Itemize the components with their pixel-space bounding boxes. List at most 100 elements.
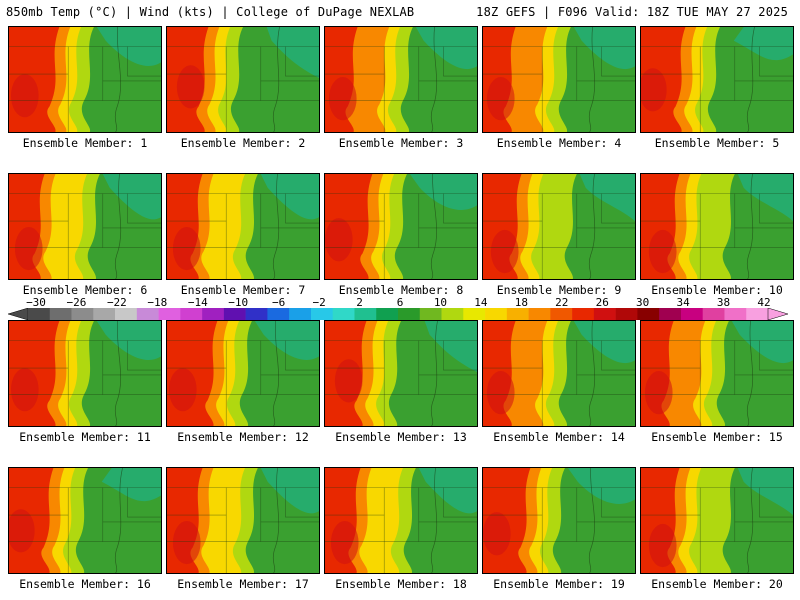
- temperature-field: [483, 321, 635, 426]
- colorbar-segment: [245, 308, 268, 320]
- ensemble-member-label: Ensemble Member: 12: [177, 430, 309, 444]
- temperature-field: [641, 321, 793, 426]
- temperature-field: [167, 27, 319, 132]
- colorbar-segment: [702, 308, 725, 320]
- temperature-field: [167, 174, 319, 279]
- ensemble-member-map: [8, 320, 162, 427]
- ensemble-member-label: Ensemble Member: 13: [335, 430, 467, 444]
- ensemble-member-map: [8, 26, 162, 133]
- colorbar-tick-label: −30: [26, 296, 46, 309]
- colorbar-segment: [376, 308, 399, 320]
- temperature-field: [325, 174, 477, 279]
- colorbar-segment: [93, 308, 116, 320]
- temperature-field: [9, 27, 161, 132]
- temperature-field: [641, 468, 793, 573]
- ensemble-member-label: Ensemble Member: 11: [19, 430, 151, 444]
- colorbar-tick-label: 38: [716, 296, 731, 309]
- colorbar-segment: [267, 308, 290, 320]
- ensemble-member-map: [8, 173, 162, 280]
- colorbar-segment: [659, 308, 682, 320]
- ensemble-member-label: Ensemble Member: 8: [338, 283, 464, 297]
- colorbar-segment: [463, 308, 486, 320]
- colorbar-tick-labels: −30 −26 −22 −18 −14 −10 −6 −2 2 6 10 14 18 22 26 30 34 38…: [0, 296, 800, 309]
- colorbar-segment: [680, 308, 704, 320]
- ensemble-member-map: [166, 467, 320, 574]
- colorbar-tick-label: −22: [106, 296, 127, 309]
- ensemble-member-label: Ensemble Member: 4: [496, 136, 622, 150]
- colorbar-tick-label: 22: [555, 296, 569, 309]
- ensemble-member-label: Ensemble Member: 10: [651, 283, 783, 297]
- temperature-field: [641, 27, 793, 132]
- colorbar-segment: [28, 308, 51, 320]
- colorbar-segment: [528, 308, 551, 320]
- ensemble-member-map: [324, 173, 478, 280]
- map-title: 850mb Temp (°C) | Wind (kts) | College o…: [6, 5, 415, 19]
- colorbar-tick-label: −26: [66, 296, 87, 309]
- temperature-field: [167, 321, 319, 426]
- ensemble-member-label: Ensemble Member: 17: [177, 577, 309, 591]
- colorbar-tick-label: −2: [312, 296, 326, 309]
- ensemble-member-label: Ensemble Member: 18: [335, 577, 467, 591]
- colorbar-tick-label: 26: [595, 296, 609, 309]
- temperature-field: [483, 468, 635, 573]
- ensemble-member-map: [640, 26, 794, 133]
- colorbar-segment: [71, 308, 94, 320]
- colorbar-segment: [398, 308, 421, 320]
- ensemble-member-map: [640, 467, 794, 574]
- colorbar-segment: [49, 308, 72, 320]
- colorbar-segment: [441, 308, 464, 320]
- ensemble-member-map: [166, 320, 320, 427]
- colorbar-segment: [746, 308, 769, 320]
- colorbar-tick-label: −18: [147, 296, 168, 309]
- colorbar-tick-label: 42: [757, 296, 771, 309]
- colorbar-segment: [310, 308, 334, 320]
- ensemble-member-label: Ensemble Member: 20: [651, 577, 783, 591]
- colorbar-tick-label: 34: [676, 296, 690, 309]
- ensemble-member-label: Ensemble Member: 1: [22, 136, 148, 150]
- ensemble-member-map: [324, 467, 478, 574]
- temperature-field: [483, 27, 635, 132]
- ensemble-member-label: Ensemble Member: 19: [493, 577, 625, 591]
- ensemble-member-map: [482, 320, 636, 427]
- colorbar-segment: [550, 308, 573, 320]
- ensemble-member-map: [640, 173, 794, 280]
- colorbar-segment: [419, 308, 442, 320]
- colorbar-segment: [572, 308, 595, 320]
- colorbar-segment: [136, 308, 159, 320]
- colorbar-segment: [180, 308, 203, 320]
- ensemble-member-map: [8, 467, 162, 574]
- ensemble-member-map: [482, 467, 636, 574]
- temperature-field: [325, 27, 477, 132]
- ensemble-member-map: [324, 320, 478, 427]
- colorbar-tick-label: −6: [272, 296, 286, 309]
- colorbar-segment: [354, 308, 377, 320]
- colorbar-tick-label: 14: [474, 296, 488, 309]
- temperature-field: [325, 468, 477, 573]
- temperature-field: [9, 321, 161, 426]
- colorbar-min-arrow: [8, 308, 29, 320]
- colorbar-segment: [593, 308, 616, 320]
- ensemble-member-map: [324, 26, 478, 133]
- ensemble-member-map: [482, 26, 636, 133]
- colorbar-segment: [506, 308, 529, 320]
- ensemble-member-label: Ensemble Member: 2: [180, 136, 306, 150]
- colorbar-segment: [158, 308, 181, 320]
- colorbar-tick-label: 2: [356, 296, 363, 309]
- ensemble-member-label: Ensemble Member: 16: [19, 577, 151, 591]
- colorbar-tick-label: −10: [228, 296, 249, 309]
- ensemble-member-label: Ensemble Member: 15: [651, 430, 783, 444]
- colorbar-tick-label: 10: [433, 296, 448, 309]
- ensemble-member-label: Ensemble Member: 3: [338, 136, 464, 150]
- colorbar-tick-label: 30: [636, 296, 650, 309]
- colorbar-segment: [615, 308, 638, 320]
- ensemble-member-label: Ensemble Member: 6: [22, 283, 148, 297]
- ensemble-member-map: [482, 173, 636, 280]
- ensemble-member-map: [166, 173, 320, 280]
- ensemble-member-label: Ensemble Member: 7: [180, 283, 306, 297]
- temperature-field: [9, 468, 161, 573]
- colorbar-segment: [332, 308, 355, 320]
- colorbar-max-arrow: [767, 308, 788, 320]
- colorbar-tick-label: 6: [396, 296, 404, 309]
- colorbar-segment: [724, 308, 747, 320]
- colorbar-segment: [637, 308, 660, 320]
